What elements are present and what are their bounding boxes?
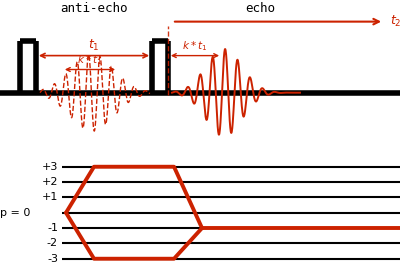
Text: +2: +2	[42, 177, 58, 187]
Text: -3: -3	[47, 254, 58, 264]
Text: +3: +3	[42, 162, 58, 172]
Text: $t_1$: $t_1$	[88, 37, 100, 53]
Text: p = 0: p = 0	[0, 208, 30, 218]
Text: +1: +1	[42, 192, 58, 202]
Text: $k*t_1$: $k*t_1$	[77, 53, 103, 67]
Text: -2: -2	[47, 238, 58, 249]
Text: echo: echo	[245, 2, 275, 15]
Text: -1: -1	[47, 223, 58, 233]
Text: $k*t_1$: $k*t_1$	[182, 39, 208, 53]
Text: anti-echo: anti-echo	[60, 2, 128, 15]
Text: $t_2$: $t_2$	[390, 14, 400, 29]
